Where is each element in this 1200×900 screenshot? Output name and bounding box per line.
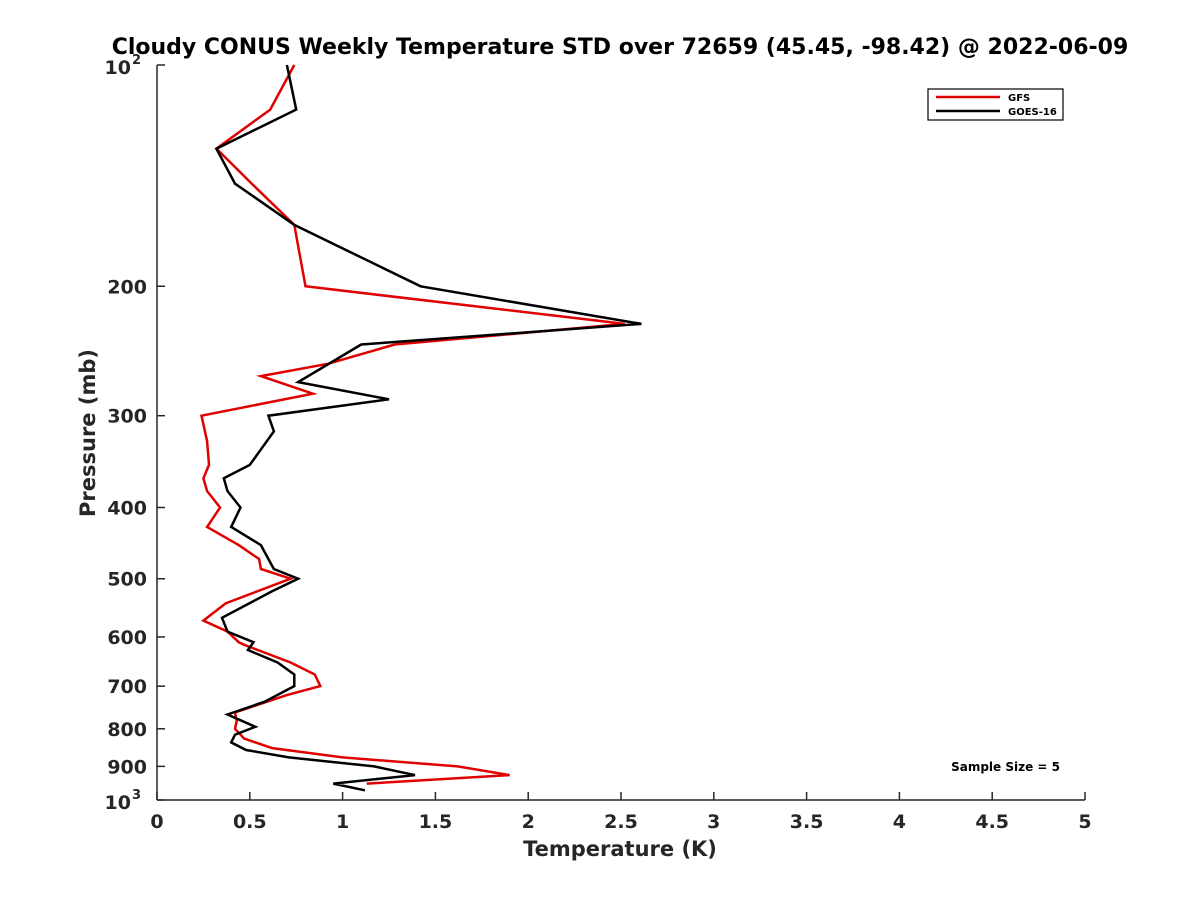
y-axis-label: Pressure (mb) bbox=[76, 349, 100, 517]
y-tick-label: 400 bbox=[107, 498, 147, 520]
x-tick-label: 2 bbox=[522, 811, 535, 833]
x-tick-label: 5 bbox=[1078, 811, 1091, 833]
x-tick-label: 3 bbox=[707, 811, 720, 833]
x-tick-label: 0.5 bbox=[233, 811, 267, 833]
x-tick-label: 3.5 bbox=[790, 811, 824, 833]
x-tick-label: 1.5 bbox=[419, 811, 453, 833]
series-line-gfs bbox=[200, 64, 625, 785]
y-tick-exponent: 3 bbox=[132, 788, 141, 803]
sample-size-annotation: Sample Size = 5 bbox=[951, 760, 1060, 774]
legend-box bbox=[927, 88, 1064, 121]
x-tick-label: 2.5 bbox=[604, 811, 638, 833]
x-tick-label: 4 bbox=[893, 811, 906, 833]
plot-area: 0 0.5 1 1.5 2 2.5 3 3.5 4 4.5 510 22003004005006007… bbox=[105, 53, 1092, 833]
x-tick-label: 0 bbox=[150, 811, 163, 833]
y-tick-label: 200 bbox=[107, 276, 147, 298]
x-tick-label: 1 bbox=[336, 811, 349, 833]
series-line-goes-16 bbox=[214, 64, 642, 792]
y-tick-label: 800 bbox=[107, 719, 147, 741]
y-tick-label: 10 bbox=[105, 792, 131, 814]
chart-title: Cloudy CONUS Weekly Temperature STD over… bbox=[112, 35, 1129, 60]
y-tick-label: 500 bbox=[107, 569, 147, 591]
y-tick-label: 300 bbox=[107, 406, 147, 428]
y-tick-label: 600 bbox=[107, 627, 147, 649]
x-tick-label: 4.5 bbox=[975, 811, 1009, 833]
y-tick-label: 10 bbox=[105, 57, 131, 79]
y-tick-exponent: 2 bbox=[132, 53, 141, 68]
y-tick-label: 700 bbox=[107, 676, 147, 698]
y-tick-label: 900 bbox=[107, 756, 147, 778]
x-axis-label: Temperature (K) bbox=[523, 837, 717, 861]
legend-label: GOES-16 bbox=[1008, 107, 1057, 118]
legend-label: GFS bbox=[1008, 93, 1030, 104]
